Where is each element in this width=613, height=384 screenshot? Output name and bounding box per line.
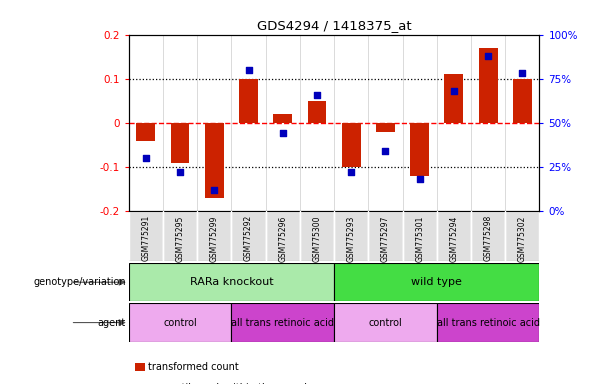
Bar — [232, 211, 265, 261]
Point — [141, 155, 151, 161]
Text: GSM775298: GSM775298 — [484, 215, 493, 262]
Text: GSM775299: GSM775299 — [210, 215, 219, 262]
Bar — [513, 79, 531, 123]
Bar — [436, 211, 471, 261]
Bar — [342, 123, 360, 167]
Title: GDS4294 / 1418375_at: GDS4294 / 1418375_at — [257, 19, 411, 32]
Bar — [471, 211, 505, 261]
Point — [210, 187, 219, 193]
Text: GSM775300: GSM775300 — [313, 215, 321, 262]
Bar — [436, 303, 539, 342]
Bar — [334, 263, 539, 301]
Point — [517, 70, 527, 76]
Point — [312, 91, 322, 98]
Point — [449, 88, 459, 94]
Bar — [273, 114, 292, 123]
Text: control: control — [368, 318, 402, 328]
Bar — [300, 211, 334, 261]
Bar — [368, 211, 403, 261]
Point — [175, 169, 185, 175]
Bar — [205, 123, 224, 198]
Point — [243, 67, 253, 73]
Bar — [505, 211, 539, 261]
Text: genotype/variation: genotype/variation — [33, 277, 126, 287]
Text: GSM775293: GSM775293 — [347, 215, 356, 262]
Text: agent: agent — [97, 318, 126, 328]
Text: GSM775294: GSM775294 — [449, 215, 459, 262]
Bar — [265, 211, 300, 261]
Text: all trans retinoic acid: all trans retinoic acid — [436, 318, 539, 328]
Text: all trans retinoic acid: all trans retinoic acid — [231, 318, 334, 328]
Point — [278, 131, 287, 137]
Text: GSM775295: GSM775295 — [175, 215, 185, 262]
Bar — [376, 123, 395, 132]
Bar — [170, 123, 189, 163]
Bar — [129, 211, 163, 261]
Point — [381, 148, 390, 154]
Bar — [334, 303, 437, 342]
Text: percentile rank within the sample: percentile rank within the sample — [148, 383, 313, 384]
Bar — [334, 211, 368, 261]
Bar — [308, 101, 326, 123]
Bar — [403, 211, 437, 261]
Point — [483, 53, 493, 59]
Bar — [479, 48, 498, 123]
Text: RARa knockout: RARa knockout — [189, 277, 273, 287]
Text: control: control — [163, 318, 197, 328]
Bar — [129, 303, 232, 342]
Bar — [163, 211, 197, 261]
Bar — [197, 211, 232, 261]
Text: wild type: wild type — [411, 277, 462, 287]
Bar — [129, 263, 334, 301]
Text: GSM775301: GSM775301 — [415, 215, 424, 262]
Bar — [239, 79, 258, 123]
Bar — [410, 123, 429, 176]
Text: transformed count: transformed count — [148, 362, 239, 372]
Text: GSM775291: GSM775291 — [142, 215, 150, 262]
Text: GSM775302: GSM775302 — [518, 215, 527, 262]
Bar — [137, 123, 155, 141]
Point — [346, 169, 356, 175]
Point — [415, 176, 425, 182]
Text: GSM775296: GSM775296 — [278, 215, 287, 262]
Text: GSM775297: GSM775297 — [381, 215, 390, 262]
Text: GSM775292: GSM775292 — [244, 215, 253, 262]
Bar — [444, 74, 463, 123]
Bar — [232, 303, 334, 342]
